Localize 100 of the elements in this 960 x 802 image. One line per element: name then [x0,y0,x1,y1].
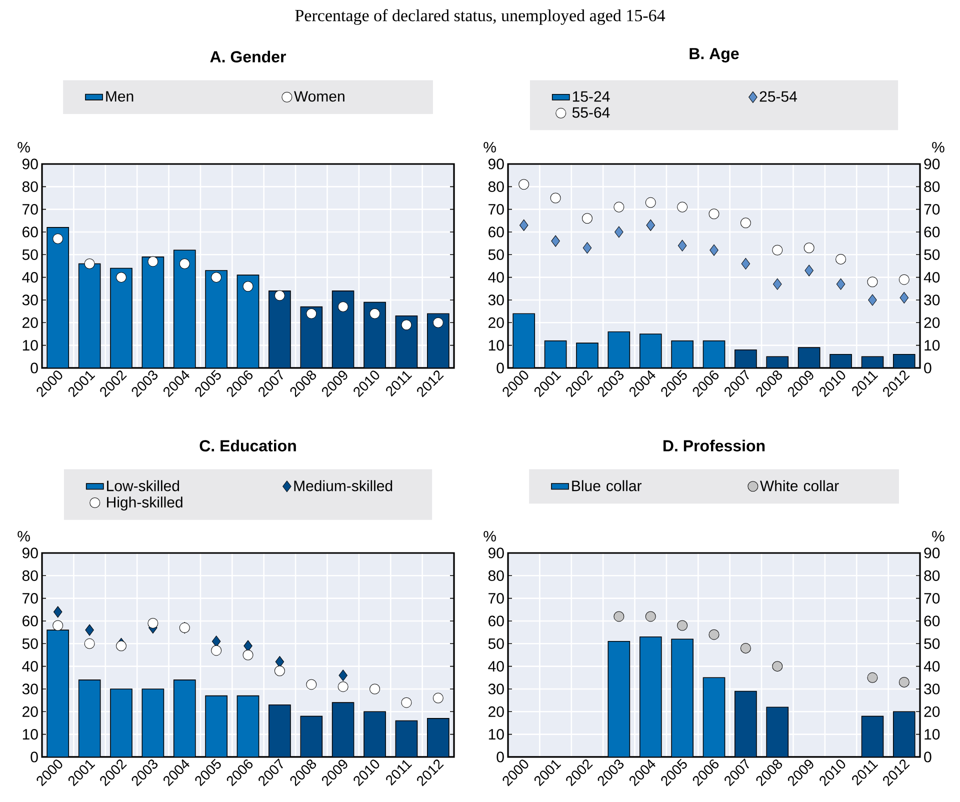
point [432,317,444,328]
point [582,213,592,224]
point [551,235,560,247]
y2-tick-label: 70 [924,204,940,215]
y-tick-label: 0 [496,752,504,762]
point [53,606,62,618]
point [646,219,655,231]
y-tick-label: 40 [488,272,504,283]
point [708,629,720,640]
y-tick-label: 80 [22,570,38,581]
legend-label: Low-skilled [107,480,180,492]
y-tick-label: 20 [488,317,504,328]
y2-tick-label: 20 [924,706,940,717]
point [179,258,190,269]
y-axis-title: % [18,142,30,152]
point [740,642,751,654]
y-tick-label: 20 [22,706,38,717]
y2-tick-label: 10 [924,340,940,351]
y-tick-label: 90 [488,158,504,170]
point [274,666,285,676]
point [84,638,95,649]
y-axis-title: % [484,530,496,542]
y-tick-label: 40 [488,661,504,672]
point [773,278,782,290]
point [900,292,909,304]
point [306,308,317,319]
y-tick-label: 20 [488,706,504,717]
y2-tick-label: 0 [924,362,932,374]
legend-label: 25-54 [760,91,797,102]
y2-tick-label: 80 [924,181,940,192]
point [148,618,158,629]
point [710,244,718,256]
point [338,302,348,312]
point [432,692,444,704]
point [677,620,688,631]
chart-title: B. Age [690,48,739,62]
point [338,681,348,692]
point [614,611,624,622]
point [867,276,878,288]
y-tick-label: 0 [30,752,38,762]
point [645,611,656,622]
point [211,272,222,283]
legend-label: Blue collar [572,480,642,492]
y-tick-label: 70 [22,593,38,604]
y-tick-label: 70 [22,204,38,215]
chart-title: C. Education [200,440,296,452]
point [645,197,656,208]
point [211,645,222,656]
point [804,264,814,276]
y-axis-title: % [484,142,496,152]
point [867,672,878,683]
point [772,244,783,256]
point [274,290,285,301]
y2-axis-title: % [932,530,944,542]
legend-label: 15-24 [572,91,610,102]
point [401,697,412,708]
chart-title: D. Profession [664,440,765,452]
point [582,242,592,254]
point [84,258,95,269]
y-tick-label: 50 [22,638,38,649]
y2-tick-label: 90 [924,548,940,558]
point [370,684,380,694]
point [85,624,94,636]
chart-title: A. Gender [210,50,286,62]
point [741,258,750,270]
point [836,278,846,290]
point [116,640,126,652]
point [242,281,254,292]
y-tick-label: 80 [488,570,504,581]
y-tick-label: 50 [488,638,504,649]
y-tick-label: 60 [22,616,38,626]
y-tick-label: 40 [22,272,38,283]
y-tick-label: 90 [488,548,504,558]
y-tick-label: 80 [488,181,504,192]
legend-label: White collar [760,480,839,492]
y2-tick-label: 10 [924,729,940,740]
y2-tick-label: 0 [924,752,932,762]
y2-tick-label: 60 [924,616,940,626]
point [306,679,317,690]
y-axis-title: % [18,530,30,542]
y-tick-label: 0 [30,362,38,374]
y-tick-label: 10 [488,729,504,740]
point [52,234,64,244]
text: Percentage of declared status, unemployed aged 15-64 [295,9,666,25]
y-tick-label: 10 [22,340,38,351]
point [740,218,751,228]
y2-tick-label: 40 [924,661,940,672]
y2-tick-label: 50 [924,249,940,260]
point [614,226,624,238]
y-tick-label: 30 [22,294,38,306]
point [898,274,910,285]
y-tick-label: 70 [488,204,504,215]
y-tick-label: 20 [22,317,38,328]
point [148,256,158,267]
point [550,192,561,204]
y-tick-label: 10 [488,340,504,351]
point [708,208,720,220]
y-tick-label: 40 [22,661,38,672]
y-tick-label: 90 [22,158,38,170]
y-tick-label: 10 [22,729,38,740]
